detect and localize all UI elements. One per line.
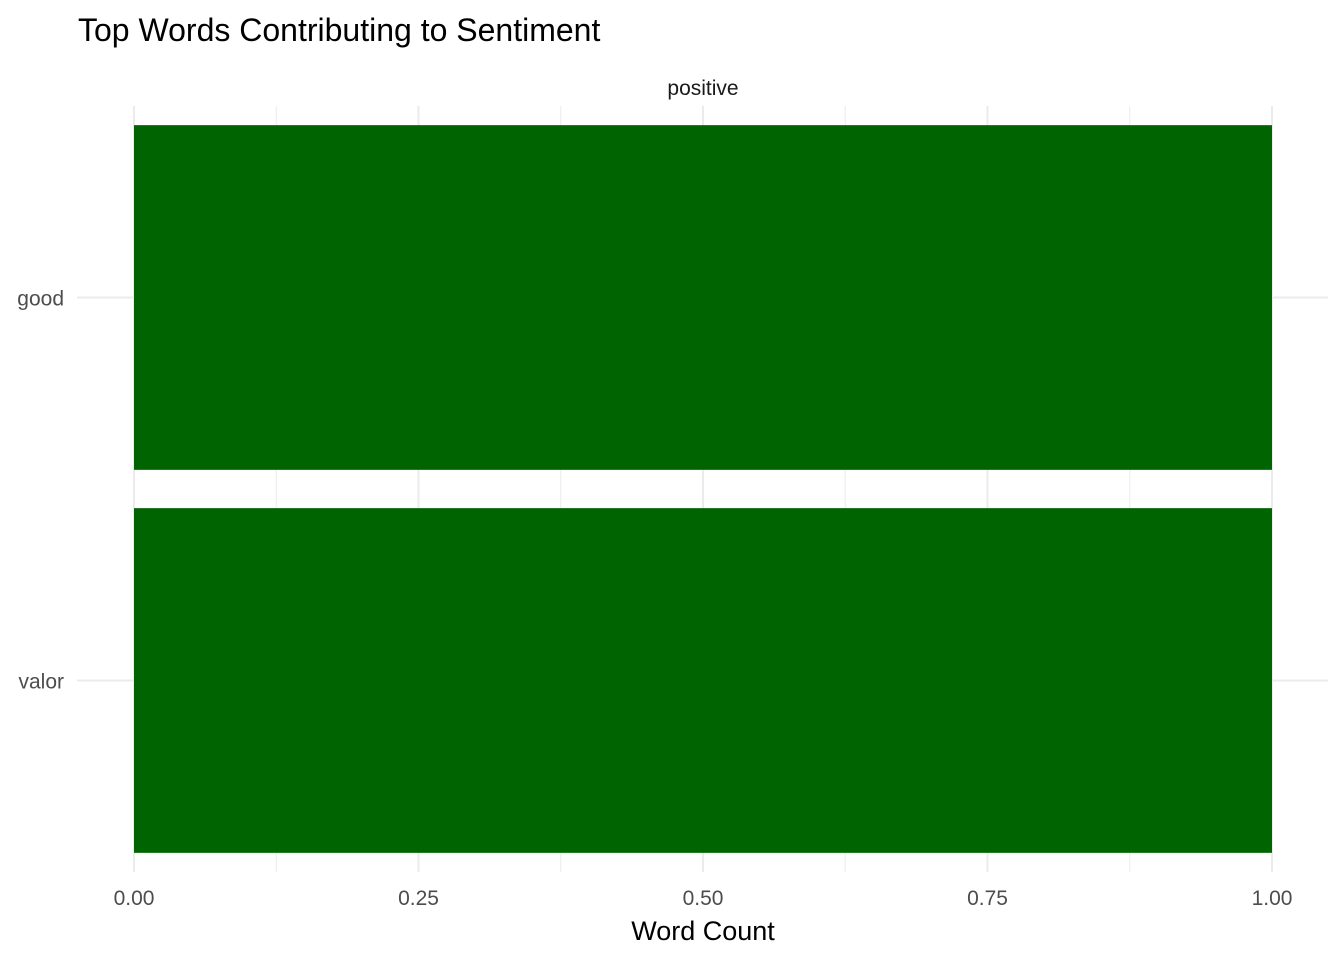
y-axis-ticks: valor good <box>17 288 64 694</box>
bar-good <box>134 125 1272 470</box>
x-tick-label: 0.75 <box>967 887 1008 910</box>
plot-panel <box>77 106 1328 872</box>
x-tick-label: 1.00 <box>1252 887 1293 910</box>
y-tick-label: good <box>17 288 64 311</box>
x-tick-label: 0.25 <box>398 887 439 910</box>
y-tick-label: valor <box>18 671 64 694</box>
bars <box>134 125 1272 853</box>
x-tick-label: 0.50 <box>683 887 724 910</box>
x-axis-ticks: 0.00 0.25 0.50 0.75 1.00 <box>114 887 1293 910</box>
facet-strip-label: positive <box>667 77 738 100</box>
chart-title: Top Words Contributing to Sentiment <box>78 12 600 48</box>
bar-valor <box>134 508 1272 853</box>
x-tick-label: 0.00 <box>114 887 155 910</box>
x-axis-title: Word Count <box>631 916 775 946</box>
